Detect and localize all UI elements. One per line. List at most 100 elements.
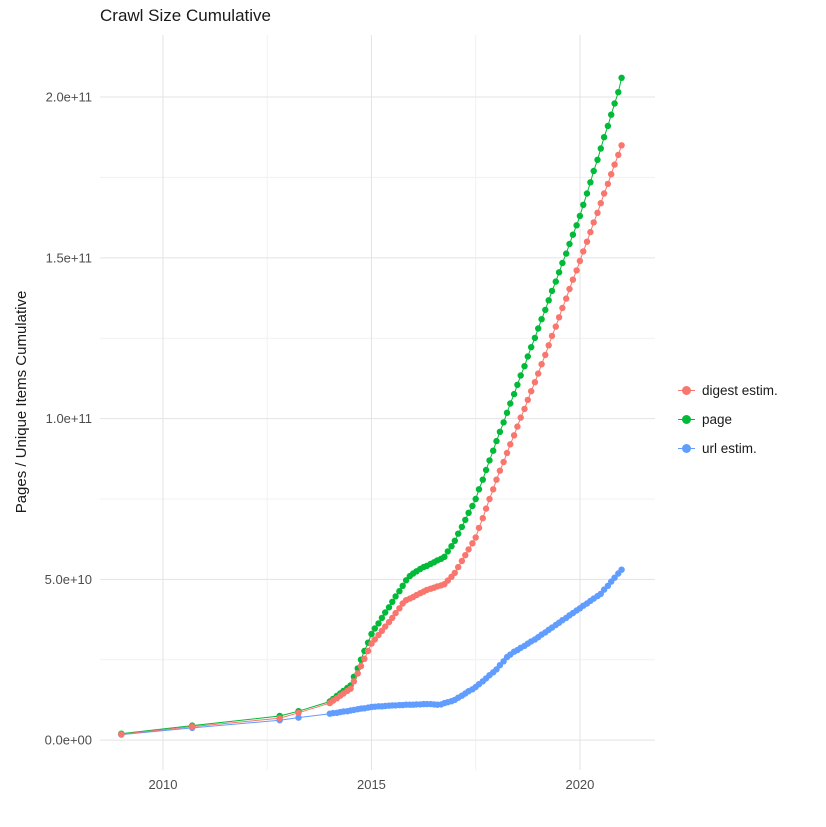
data-point bbox=[486, 457, 493, 464]
data-point bbox=[444, 548, 451, 555]
legend-dot-icon bbox=[682, 443, 691, 453]
data-point bbox=[566, 240, 573, 248]
data-point bbox=[350, 678, 358, 685]
data-point bbox=[583, 190, 591, 197]
data-point bbox=[615, 89, 622, 96]
data-point bbox=[563, 295, 570, 302]
data-point bbox=[472, 534, 479, 541]
data-point bbox=[569, 276, 577, 283]
data-point bbox=[590, 219, 597, 226]
legend-label-url-estim: url estim. bbox=[702, 440, 757, 456]
data-point bbox=[542, 306, 549, 314]
data-point bbox=[615, 151, 622, 159]
data-point bbox=[490, 447, 497, 454]
data-point bbox=[542, 351, 549, 359]
data-point bbox=[441, 553, 448, 560]
data-point bbox=[510, 390, 518, 398]
data-point bbox=[611, 100, 618, 107]
data-point bbox=[368, 630, 375, 638]
data-point bbox=[347, 685, 354, 692]
x-tick-label: 2010 bbox=[149, 777, 178, 792]
data-point bbox=[392, 609, 399, 617]
data-point bbox=[566, 285, 573, 293]
data-point bbox=[507, 400, 514, 407]
legend-label-digest-estim: digest estim. bbox=[702, 382, 778, 398]
data-point bbox=[600, 134, 608, 141]
data-point bbox=[618, 142, 625, 149]
data-point bbox=[475, 524, 483, 532]
data-point bbox=[385, 604, 393, 611]
data-point bbox=[378, 614, 386, 622]
data-point bbox=[448, 543, 455, 550]
data-point bbox=[604, 122, 612, 130]
data-point bbox=[611, 574, 618, 581]
data-point bbox=[583, 238, 591, 245]
data-point bbox=[608, 171, 615, 178]
data-point bbox=[531, 379, 539, 386]
data-point bbox=[469, 502, 476, 510]
data-point bbox=[587, 228, 594, 236]
data-point bbox=[576, 212, 584, 220]
legend-key-url-estim bbox=[678, 440, 695, 457]
data-point bbox=[538, 361, 545, 368]
data-point bbox=[295, 714, 302, 721]
data-point bbox=[465, 546, 472, 553]
data-point bbox=[528, 388, 535, 395]
data-point bbox=[389, 598, 396, 605]
legend-key-digest-estim bbox=[678, 382, 695, 399]
data-point bbox=[455, 530, 462, 537]
data-point bbox=[548, 332, 556, 340]
data-point bbox=[618, 566, 625, 573]
data-point bbox=[364, 647, 372, 655]
data-point bbox=[482, 466, 490, 474]
data-point bbox=[559, 304, 566, 312]
data-point bbox=[545, 342, 552, 349]
data-point bbox=[354, 670, 361, 677]
data-point bbox=[594, 209, 601, 216]
data-point bbox=[479, 515, 486, 522]
data-point bbox=[597, 145, 604, 152]
data-point bbox=[569, 231, 577, 238]
data-point bbox=[559, 259, 566, 267]
data-point bbox=[500, 458, 507, 466]
y-tick-label: 1.0e+11 bbox=[46, 411, 92, 426]
data-point bbox=[399, 582, 406, 589]
data-point bbox=[555, 269, 563, 276]
data-point bbox=[517, 414, 524, 421]
legend-dot-icon bbox=[682, 414, 691, 424]
data-point bbox=[521, 405, 528, 413]
data-point bbox=[375, 620, 382, 627]
data-point bbox=[573, 222, 580, 229]
data-point bbox=[189, 723, 196, 730]
data-point bbox=[597, 200, 604, 207]
data-point bbox=[514, 381, 521, 388]
y-tick-label: 0.0e+00 bbox=[45, 733, 92, 748]
legend-entry-url-estim: url estim. bbox=[678, 438, 778, 458]
data-point bbox=[611, 161, 618, 168]
y-axis-title: Pages / Unique Items Cumulative bbox=[13, 290, 30, 514]
data-point bbox=[462, 552, 469, 559]
data-point bbox=[587, 179, 594, 186]
data-point bbox=[402, 577, 410, 584]
data-point bbox=[580, 248, 587, 255]
data-point bbox=[469, 540, 476, 547]
data-point bbox=[396, 588, 403, 595]
data-point bbox=[563, 250, 570, 257]
data-point bbox=[510, 432, 518, 439]
data-point bbox=[496, 428, 504, 435]
data-point bbox=[552, 323, 559, 330]
data-point bbox=[118, 731, 125, 738]
data-point bbox=[396, 605, 403, 612]
data-point bbox=[503, 409, 511, 416]
data-point bbox=[458, 523, 466, 531]
data-point bbox=[451, 569, 458, 577]
data-point bbox=[538, 316, 545, 323]
data-point bbox=[545, 297, 552, 304]
legend-dot-icon bbox=[682, 385, 691, 395]
legend-entry-digest-estim: digest estim. bbox=[678, 380, 778, 400]
data-point bbox=[479, 476, 486, 483]
data-point bbox=[552, 278, 559, 285]
data-point bbox=[608, 111, 615, 118]
